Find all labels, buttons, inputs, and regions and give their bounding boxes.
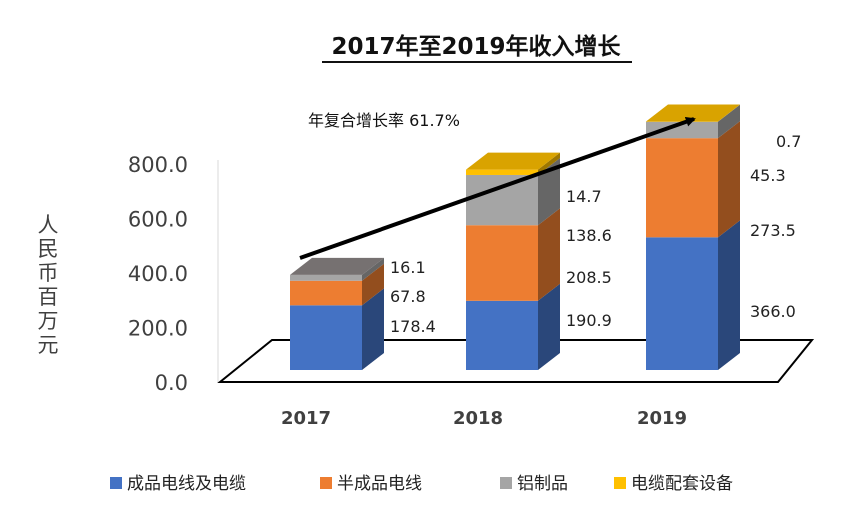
- bar-front: [646, 237, 718, 370]
- bar-side: [718, 104, 740, 139]
- bar-side: [362, 257, 384, 281]
- legend-label: 成品电线及电缆: [127, 474, 246, 494]
- legend-swatch: [614, 477, 626, 489]
- bar-2019-series-0: [646, 220, 740, 370]
- y-tick-label: 600.0: [128, 208, 188, 232]
- bar-stack-2017: [290, 257, 384, 370]
- legend-item-3: 电缆配套设备: [614, 474, 733, 494]
- y-tick-label: 200.0: [128, 317, 188, 341]
- bar-2019-series-1: [646, 121, 740, 238]
- y-tick-label: 800.0: [128, 153, 188, 177]
- bar-side: [718, 121, 740, 238]
- legend-label: 半成品电线: [337, 474, 422, 494]
- data-labels: 178.4 67.8 16.1 190.9 208.5 138.6 14.7 366.0 273…: [390, 132, 801, 336]
- data-label-2018-3: 14.7: [566, 187, 602, 206]
- bar-front: [646, 121, 718, 139]
- bar-top-2017: [290, 257, 384, 275]
- bar-top-2019: [646, 104, 740, 122]
- growth-arrow: [299, 116, 696, 260]
- y-axis-ticks: 0.0 200.0 400.0 600.0 800.0: [128, 153, 188, 395]
- bar-front: [290, 280, 362, 306]
- data-label-2019-3: 0.7: [776, 132, 801, 151]
- bar-front: [290, 274, 362, 281]
- bar-stack-2019: [646, 104, 740, 370]
- bar-side: [538, 208, 560, 301]
- legend-label: 铝制品: [517, 474, 568, 494]
- bar-side: [718, 104, 740, 122]
- data-label-2018-2: 138.6: [566, 226, 612, 245]
- bar-front: [466, 300, 538, 370]
- legend-item-1: 半成品电线: [320, 474, 422, 494]
- data-label-2019-0: 366.0: [750, 302, 796, 321]
- bar-side: [538, 157, 560, 226]
- bar-2018-series-0: [466, 283, 560, 370]
- bar-2018-series-2: [466, 157, 560, 226]
- bar-side: [718, 220, 740, 370]
- category-labels: 2017 2018 2019: [281, 408, 687, 429]
- data-label-2018-1: 208.5: [566, 268, 612, 287]
- x-category-label: 2018: [453, 408, 503, 429]
- legend-item-0: 成品电线及电缆: [110, 474, 246, 494]
- bar-stack-2018: [466, 152, 560, 370]
- bar-side: [362, 263, 384, 306]
- bar-front: [466, 225, 538, 301]
- bar-side: [538, 283, 560, 370]
- bar-2017-series-1: [290, 263, 384, 306]
- y-tick-label: 0.0: [155, 371, 188, 395]
- data-label-2017-1: 67.8: [390, 287, 426, 306]
- legend-item-2: 铝制品: [500, 474, 568, 494]
- data-label-2017-0: 178.4: [390, 317, 436, 336]
- legend: 成品电线及电缆 半成品电线 铝制品 电缆配套设备: [110, 474, 733, 494]
- data-label-2018-0: 190.9: [566, 311, 612, 330]
- data-label-2019-2: 45.3: [750, 166, 786, 185]
- bar-2017-series-2: [290, 257, 384, 281]
- x-category-label: 2017: [281, 408, 331, 429]
- bar-front: [466, 174, 538, 226]
- bars: [290, 104, 740, 370]
- y-tick-label: 400.0: [128, 262, 188, 286]
- bar-front: [290, 305, 362, 370]
- bar-front: [646, 138, 718, 238]
- legend-swatch: [320, 477, 332, 489]
- x-category-label: 2019: [637, 408, 687, 429]
- growth-annotation: 年复合增长率 61.7%: [308, 111, 460, 130]
- legend-label: 电缆配套设备: [631, 474, 733, 494]
- bar-top-2018: [466, 152, 560, 170]
- data-label-2019-1: 273.5: [750, 221, 796, 240]
- data-label-2017-2: 16.1: [390, 258, 426, 277]
- legend-swatch: [500, 477, 512, 489]
- bar-2018-series-1: [466, 208, 560, 301]
- bar-2017-series-0: [290, 288, 384, 370]
- y-axis-label: 人民币百万元: [38, 213, 59, 357]
- bar-side: [538, 152, 560, 175]
- bar-2018-series-3: [466, 152, 560, 175]
- bar-front: [466, 169, 538, 175]
- legend-swatch: [110, 477, 122, 489]
- bar-side: [362, 288, 384, 370]
- chart-title: 2017年至2019年收入增长: [331, 33, 621, 60]
- bar-2019-series-2: [646, 104, 740, 139]
